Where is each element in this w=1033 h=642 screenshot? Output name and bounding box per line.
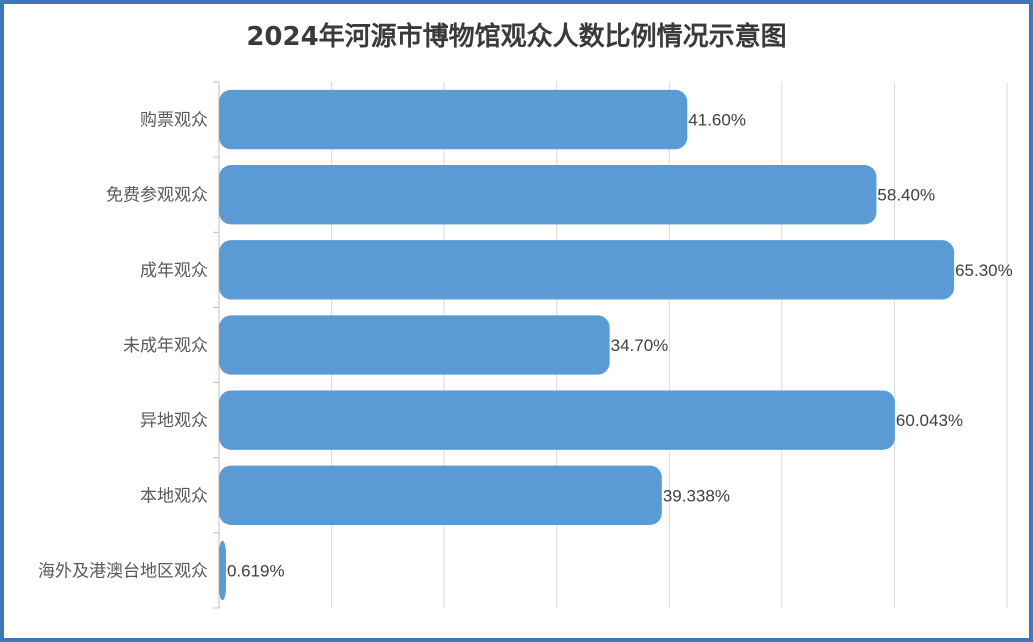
- bar: [219, 165, 877, 225]
- chart-title: 2024年河源市博物馆观众人数比例情况示意图: [246, 22, 787, 52]
- bar: [219, 315, 610, 375]
- data-label: 0.619%: [227, 561, 285, 580]
- data-label: 58.40%: [877, 186, 935, 205]
- bar: [219, 540, 226, 601]
- category-label: 成年观众: [140, 261, 208, 281]
- category-label: 本地观众: [140, 486, 208, 506]
- data-label: 65.30%: [955, 261, 1013, 280]
- bar: [219, 390, 895, 450]
- data-label: 34.70%: [611, 336, 669, 355]
- category-label: 异地观众: [140, 411, 208, 431]
- bar: [219, 89, 688, 150]
- category-label: 购票观众: [140, 111, 208, 131]
- category-label: 免费参观观众: [106, 186, 208, 206]
- category-label: 海外及港澳台地区观众: [38, 561, 208, 581]
- bar: [219, 465, 662, 525]
- data-label: 41.60%: [688, 111, 746, 130]
- data-label: 60.043%: [896, 411, 963, 430]
- bar: [219, 240, 955, 300]
- data-label: 39.338%: [663, 486, 730, 505]
- category-label: 未成年观众: [123, 336, 208, 356]
